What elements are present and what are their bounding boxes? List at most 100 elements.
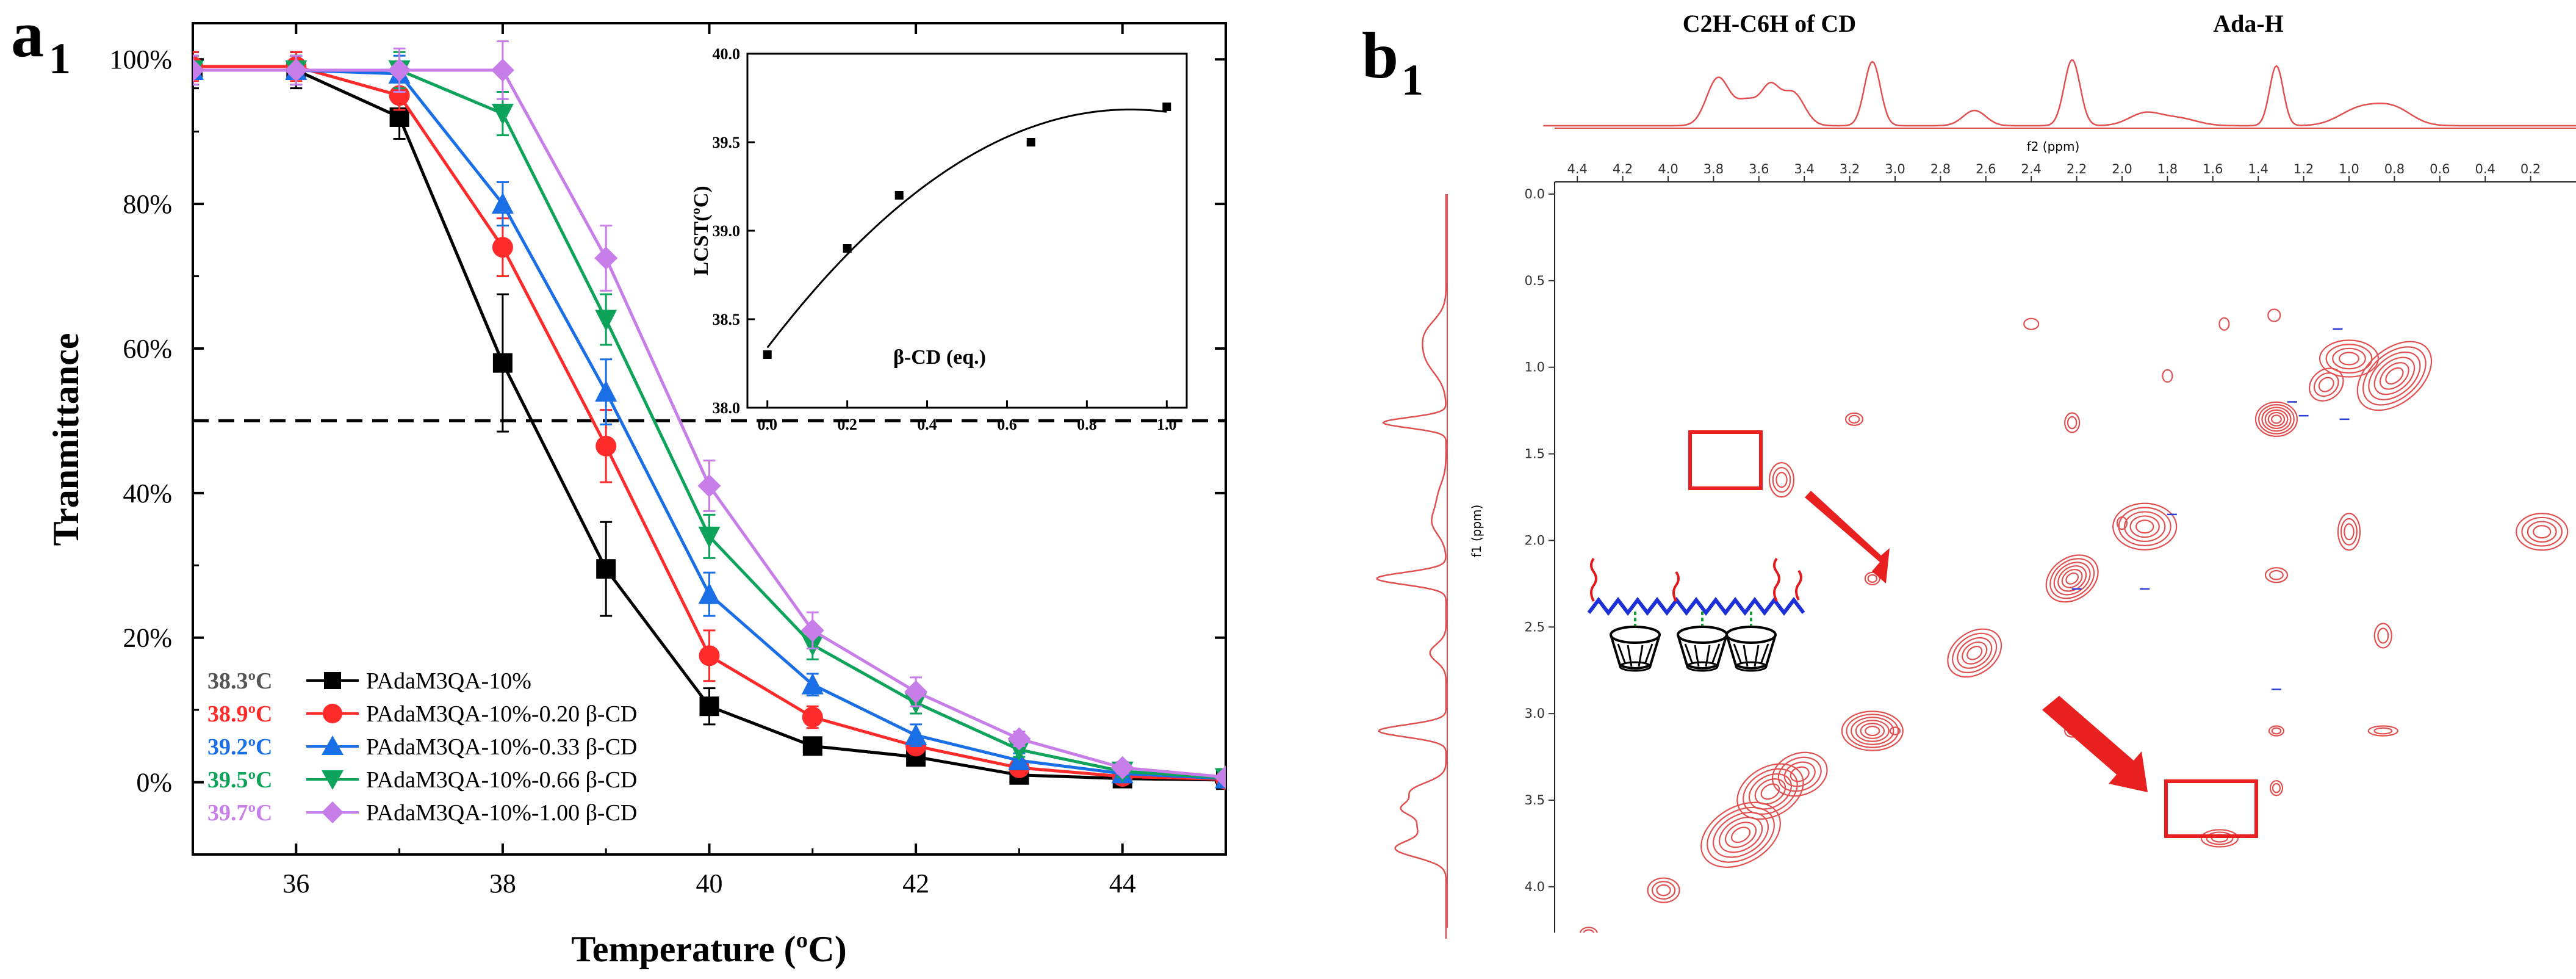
contour-peak — [1841, 710, 1904, 751]
contour-peak — [2319, 339, 2380, 378]
contour-peak — [1768, 462, 1795, 498]
contour-peak — [2516, 513, 2569, 551]
legend-marker-diamond — [322, 801, 344, 823]
legend-entry: 39.2ºC PAdaM3QA-10%-0.33 β-CD — [207, 734, 637, 760]
data-point — [491, 58, 514, 82]
contour-peak — [2023, 317, 2040, 330]
f1-tick-label: 2.0 — [1525, 533, 1545, 547]
data-point — [699, 696, 719, 717]
contour-peak — [2367, 725, 2398, 737]
inset-data-point — [894, 191, 904, 200]
f1-tick-label: 0.0 — [1525, 187, 1545, 201]
cyclodextrin-icon — [1677, 626, 1728, 672]
side-chain — [1672, 571, 1680, 602]
data-point — [1110, 756, 1134, 779]
f2-tick-label: 4.0 — [1658, 162, 1678, 176]
contour-peak — [2112, 502, 2178, 551]
data-point — [802, 706, 823, 728]
contour-peak — [1700, 801, 1781, 868]
x-tick-label: 36 — [282, 869, 309, 898]
contour-peak — [2064, 412, 2081, 433]
contour-ring — [2065, 572, 2079, 585]
contour-ring — [2373, 623, 2392, 649]
panel-b: b 1 C2H-C6H of CD Ada-H f2 (ppm) f1 (ppm… — [1362, 10, 2576, 939]
contour-ring — [2116, 516, 2128, 530]
inset-data-point — [1026, 138, 1035, 146]
contour-ring — [2200, 829, 2239, 848]
inset-x-axis-title: β-CD (eq.) — [893, 346, 986, 369]
contour-ring — [2264, 567, 2289, 583]
contour-ring — [1771, 751, 1828, 797]
contour-ring — [1860, 723, 1885, 739]
inset-x-tick-label: 0.0 — [757, 416, 777, 433]
contour-peak — [2373, 623, 2392, 649]
contour-ring — [1851, 717, 1894, 745]
inset-y-axis-title: LCST(ºC) — [690, 186, 713, 275]
contour-ring — [1725, 822, 1757, 848]
contour-ring — [1754, 778, 1786, 805]
inset-data-point — [843, 244, 852, 253]
contour-peak — [1647, 877, 1680, 903]
inset-data-point — [763, 350, 772, 359]
contour-ring — [1841, 710, 1904, 751]
contour-ring — [2135, 519, 2154, 534]
data-point — [491, 104, 514, 126]
contour-ring — [2380, 362, 2409, 390]
contour-peak — [2162, 369, 2173, 383]
legend-marker-triangle-down — [322, 770, 344, 790]
contour-ring — [2123, 511, 2166, 543]
legend-entry: 38.9ºC PAdaM3QA-10%-0.20 β-CD — [207, 701, 637, 727]
f2-tick-label: 2.8 — [1930, 162, 1951, 176]
f1-unit-label: f1 (ppm) — [1469, 505, 1484, 558]
f1-tick-label: 0.5 — [1525, 273, 1545, 288]
contour-ring — [1790, 766, 1810, 782]
inset-x-tick-label: 0.2 — [837, 416, 857, 433]
contour-ring — [2521, 516, 2563, 547]
contour-peak — [1579, 927, 1598, 933]
contour-ring — [2053, 562, 2091, 596]
inset-y-tick-label: 38.5 — [713, 311, 741, 328]
legend-temp: 38.3ºC — [207, 668, 273, 694]
panel-a-label-sub: 1 — [49, 34, 71, 83]
data-point — [594, 246, 618, 270]
contour-peak — [2218, 317, 2230, 331]
contour-ring — [2367, 725, 2398, 737]
panel-a: a 1 36 38 40 42 44 0% 20% 40% 60% 80% 100% Temper… — [11, 0, 1227, 969]
legend-temp: 38.9ºC — [207, 701, 273, 727]
inset-y-tick-label: 40.0 — [713, 45, 741, 63]
contour-ring — [2516, 513, 2569, 551]
inset-fit-curve — [766, 108, 1167, 349]
contour-ring — [2271, 414, 2282, 424]
inset-y-tick-label: 38.0 — [713, 399, 741, 417]
legend-entry: 39.7ºC PAdaM3QA-10%-1.00 β-CD — [207, 800, 637, 826]
contour-ring — [2023, 317, 2040, 330]
f2-tick-label: 3.6 — [1749, 162, 1769, 176]
x-tick-label: 44 — [1109, 869, 1136, 898]
contour-peak — [1889, 726, 1901, 735]
y-tick-label: 20% — [123, 623, 172, 653]
y-tick-label: 0% — [136, 768, 172, 798]
data-point — [905, 723, 927, 745]
contour-peak — [2356, 341, 2433, 411]
highlight-box-lower — [2164, 779, 2258, 838]
f2-tick-label: 3.2 — [1840, 162, 1860, 176]
contour-ring — [1865, 726, 1880, 737]
contour-ring — [2061, 568, 2083, 588]
contour-ring — [2362, 346, 2427, 406]
data-point — [595, 309, 617, 331]
contour-peak — [2264, 567, 2289, 583]
f2-tick-label: 2.6 — [1976, 162, 1996, 176]
contour-peak — [2337, 513, 2361, 551]
legend-temp: 39.5ºC — [207, 767, 273, 793]
y-axis: 0% 20% 40% 60% 80% 100% — [109, 45, 1226, 798]
contour-peak — [2254, 401, 2298, 437]
contour-peak — [2268, 725, 2285, 737]
contour-ring — [2272, 782, 2281, 793]
guest-link — [1634, 612, 1752, 631]
data-point — [492, 237, 513, 258]
inset-x-tick-label: 0.8 — [1077, 416, 1097, 433]
contour-ring — [2269, 569, 2284, 580]
x-tick-label: 42 — [902, 869, 929, 898]
inset-y-tick-label: 39.5 — [713, 134, 741, 151]
